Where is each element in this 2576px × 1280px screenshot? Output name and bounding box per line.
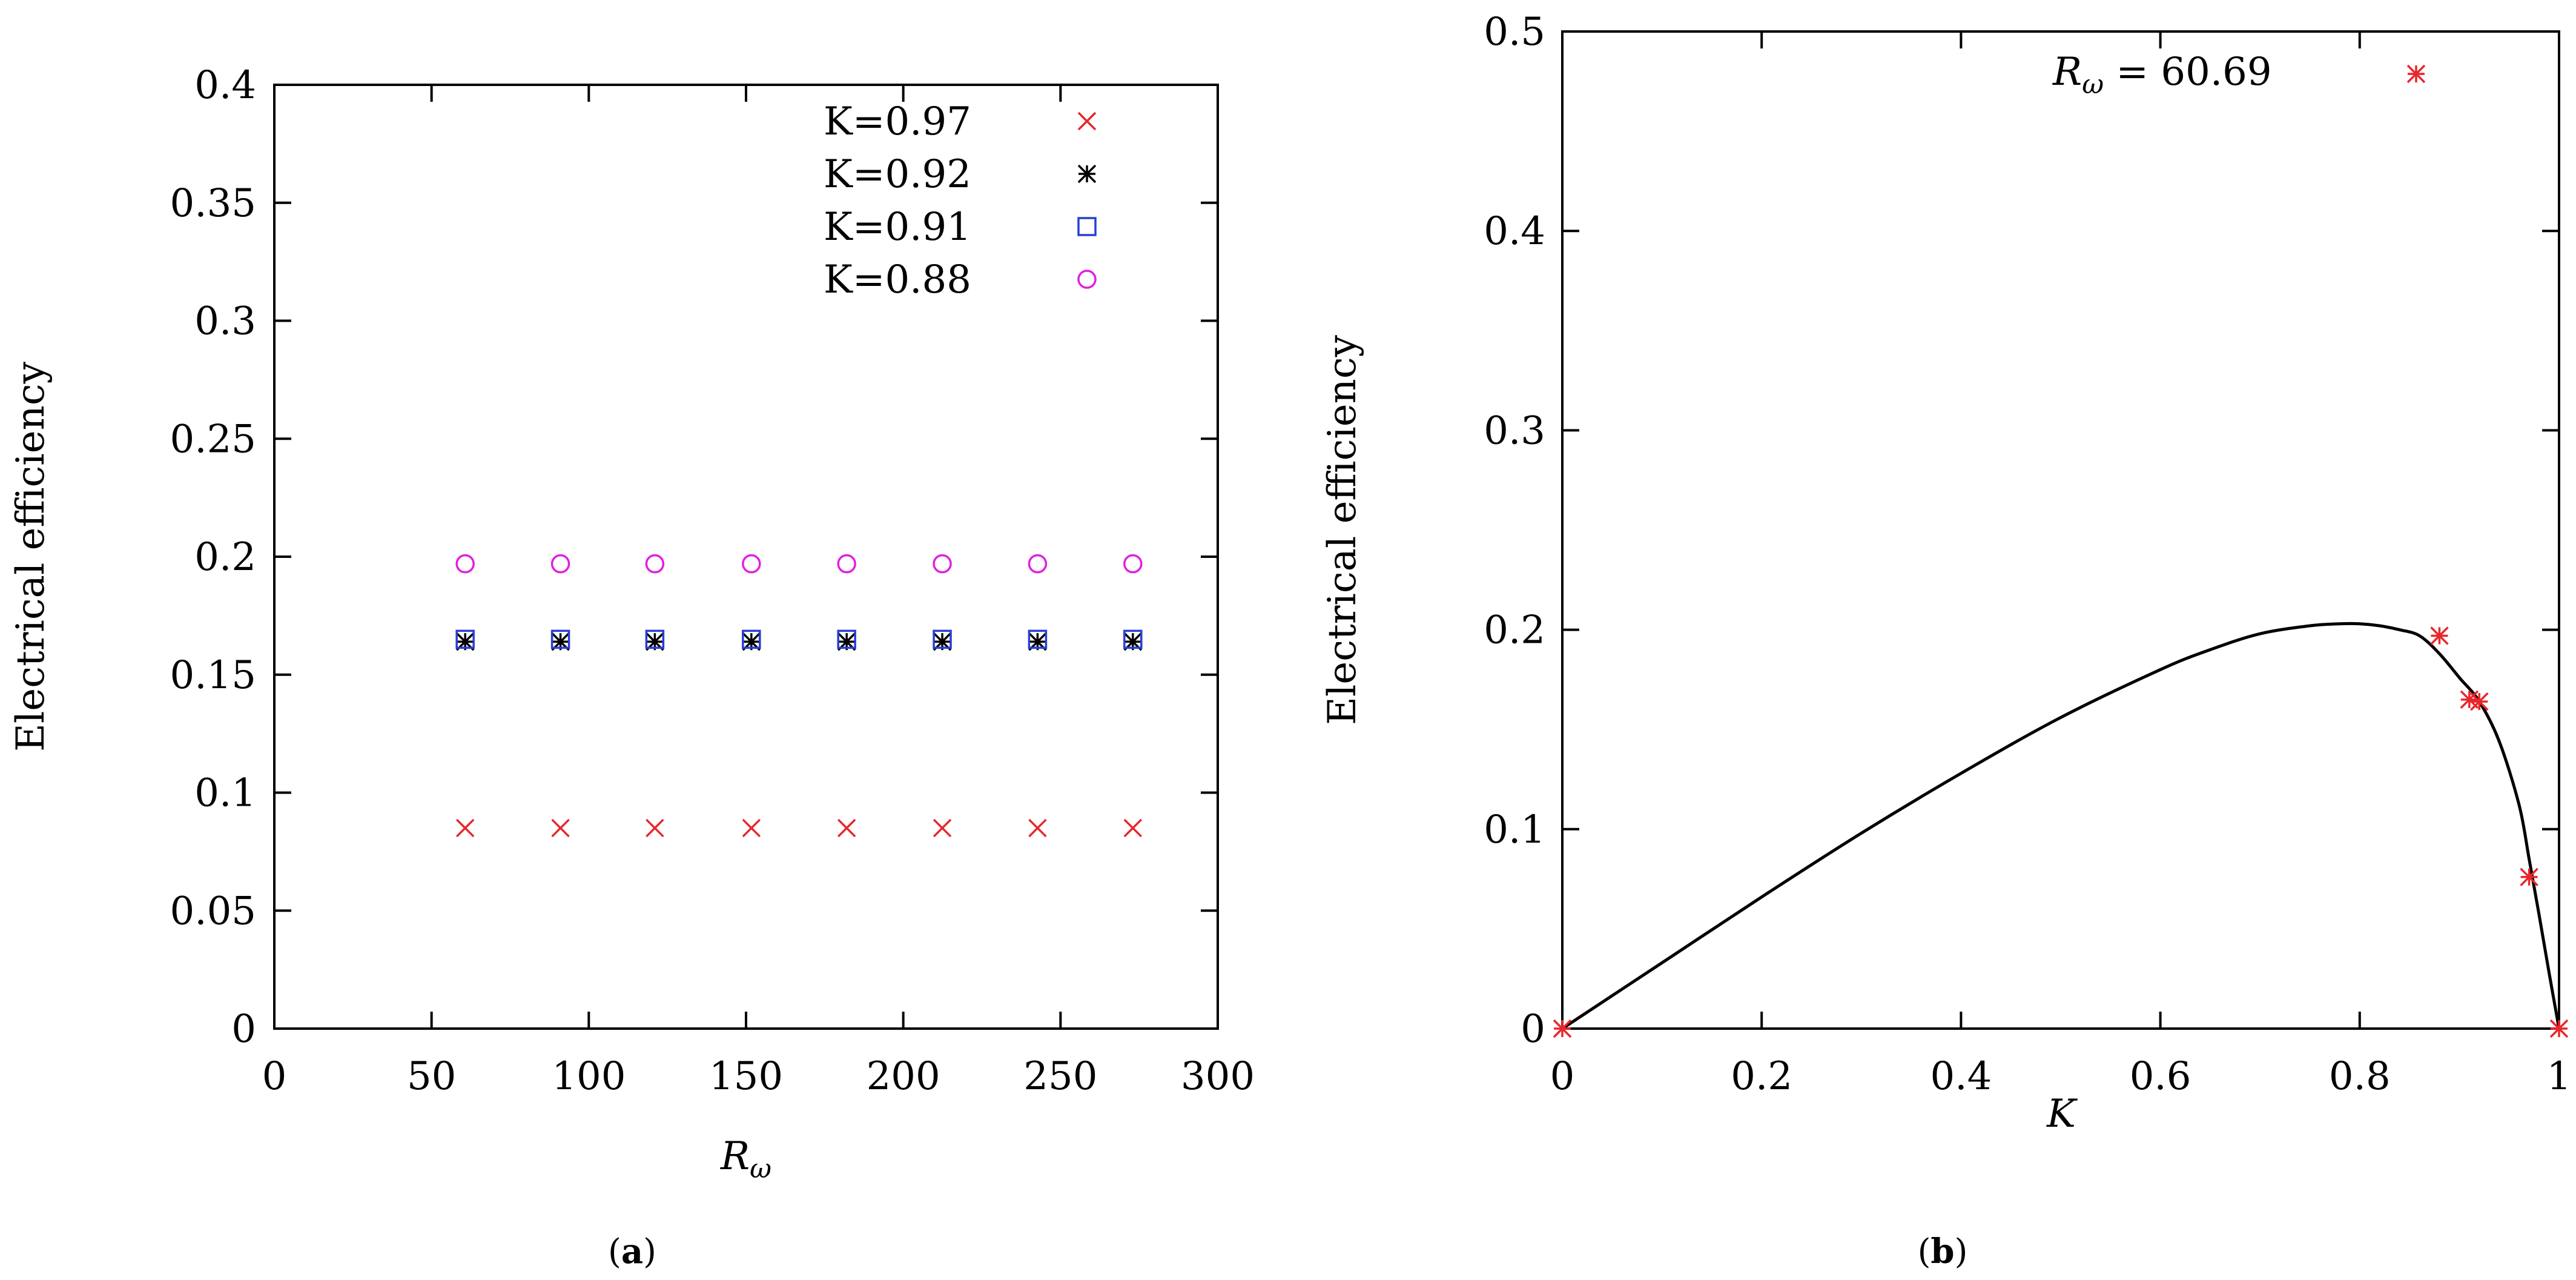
- panel-a-ytick-label: 0.3: [194, 299, 256, 344]
- panel-a-xtick-label: 300: [1181, 1054, 1255, 1099]
- panel-a-chart: 0 50 100 150 200 250 300 0 0.05 0.1 0.15 0.2 0.25 0.3…: [8, 63, 1255, 1184]
- panel-a-point-K=0.91: [1123, 629, 1143, 649]
- panel-a-point-K=0.97: [646, 818, 664, 838]
- panel-a-ytick-label: 0.15: [170, 653, 257, 698]
- caption-b-letter: b: [1930, 1232, 1954, 1272]
- panel-a-legend-marker: [1077, 270, 1097, 289]
- panel-a-legend-marker: [1077, 111, 1097, 131]
- panel-b-curve: [1561, 622, 2561, 1030]
- panel-a-legend-label: K=0.92: [824, 152, 971, 197]
- panel-b-ytick-label: 0.4: [1484, 209, 1545, 254]
- panel-a-legend-label: K=0.97: [824, 99, 971, 144]
- panel-b-xtick-label: 1: [2547, 1054, 2572, 1099]
- panel-b-point: [2549, 1019, 2569, 1038]
- panel-a-point-K=0.97: [742, 818, 761, 838]
- panel-a-point-K=0.97: [455, 818, 475, 838]
- panel-b-ytick-label: 0.5: [1484, 10, 1545, 55]
- panel-b-ytick-label: 0: [1521, 1007, 1545, 1052]
- svg-text:(b): (b): [1918, 1232, 1968, 1272]
- panel-a-point-K=0.88: [933, 554, 952, 574]
- panel-b-xtick-label: 0.6: [2130, 1054, 2191, 1099]
- panel-b-ytick-label: 0.1: [1484, 807, 1545, 852]
- panel-a-point-K=0.97: [551, 818, 570, 838]
- panel-a-point-K=0.97: [1028, 818, 1047, 838]
- panel-a-ytick-label: 0.05: [170, 889, 257, 933]
- panel-a-point-K=0.91: [550, 629, 570, 649]
- panel-a-point-K=0.91: [645, 629, 665, 649]
- panel-a-xtick-label: 0: [262, 1054, 287, 1099]
- panel-a-ytick-label: 0.35: [170, 181, 257, 226]
- panel-a-xlabel: Rω: [720, 1134, 771, 1184]
- panel-a-xtick-label: 250: [1023, 1054, 1097, 1099]
- panel-a-point-K=0.91: [742, 629, 761, 649]
- panel-a-legend-marker: [1077, 164, 1097, 184]
- panel-a-ticks: 0 50 100 150 200 250 300 0 0.05 0.1 0.15 0.2 0.25 0.3…: [170, 63, 1255, 1099]
- panel-a-point-K=0.91: [933, 629, 952, 649]
- caption-a-letter: a: [621, 1232, 643, 1272]
- panel-b-ticks: 0 0.2 0.4 0.6 0.8 1 0 0.1 0.2 0.3 0.4 0.5: [1484, 10, 2571, 1099]
- panel-a-ytick-label: 0.25: [170, 417, 257, 462]
- panel-a-point-K=0.88: [1028, 554, 1048, 574]
- panel-b-legend: Rω = 60.69: [2052, 50, 2426, 100]
- panel-b-efficiency-curve: [1561, 622, 2561, 1030]
- panel-a-legend-label: K=0.88: [824, 257, 971, 302]
- panel-a-marks: [455, 554, 1143, 838]
- panel-a-xtick-label: 100: [552, 1054, 626, 1099]
- panel-b-point: [2470, 692, 2489, 711]
- panel-a-xtick-label: 150: [709, 1054, 783, 1099]
- panel-b-marks: [1553, 626, 2569, 1038]
- panel-b-legend-label: Rω = 60.69: [2052, 50, 2272, 100]
- panel-a-point-K=0.88: [455, 554, 475, 574]
- panel-b-xtick-label: 0.2: [1731, 1054, 1792, 1099]
- panel-b-plot-frame: [1561, 30, 2560, 1030]
- panel-a-point-K=0.88: [1123, 554, 1143, 574]
- panel-b-ytick-label: 0.2: [1484, 608, 1545, 653]
- panel-b-point: [1553, 1019, 1572, 1038]
- panel-a-legend-marker: [1077, 217, 1097, 236]
- panel-a-xtick-label: 200: [867, 1054, 940, 1099]
- panel-b-chart: 0 0.2 0.4 0.6 0.8 1 0 0.1 0.2 0.3 0.4 0.5 Electrica…: [1320, 10, 2571, 1136]
- panel-a-ytick-label: 0: [231, 1007, 256, 1052]
- panel-b-ytick-label: 0.3: [1484, 408, 1545, 453]
- panel-a-point-K=0.88: [645, 554, 665, 574]
- panel-a-point-K=0.91: [1028, 629, 1048, 649]
- panel-a-xtick-label: 50: [407, 1054, 456, 1099]
- panel-a-ytick-label: 0.1: [194, 771, 256, 816]
- panel-a-point-K=0.97: [1123, 818, 1143, 838]
- panel-a-ytick-label: 0.2: [194, 535, 256, 580]
- panel-a-point-K=0.88: [550, 554, 570, 574]
- panel-a-point-K=0.88: [742, 554, 761, 574]
- panel-b-ylabel: Electrical efficiency: [1320, 335, 1365, 725]
- panel-b-point: [2430, 626, 2449, 645]
- svg-text:(a): (a): [608, 1232, 656, 1272]
- panel-a-legend: K=0.97 K=0.92 K=0.91 K=0.88: [824, 99, 1097, 302]
- panel-a-ylabel: Electrical efficiency: [8, 362, 53, 752]
- panel-a-point-K=0.97: [933, 818, 952, 838]
- panel-a-point-K=0.88: [837, 554, 856, 574]
- panel-a-point-K=0.97: [837, 818, 856, 838]
- panel-b-xtick-label: 0.4: [1930, 1054, 1992, 1099]
- panel-a-point-K=0.91: [837, 629, 856, 649]
- panel-a-point-K=0.91: [455, 629, 475, 649]
- panel-b-point: [2520, 867, 2538, 887]
- caption-a: (a): [608, 1232, 656, 1272]
- panel-b-xtick-label: 0.8: [2329, 1054, 2391, 1099]
- panel-b-xtick-label: 0: [1550, 1054, 1575, 1099]
- panel-b-xlabel: K: [2046, 1092, 2078, 1136]
- caption-b: (b): [1918, 1232, 1968, 1272]
- panel-a-legend-label: K=0.91: [824, 205, 971, 250]
- panel-b-legend-marker: [2406, 64, 2426, 84]
- panel-a-ytick-label: 0.4: [194, 63, 256, 108]
